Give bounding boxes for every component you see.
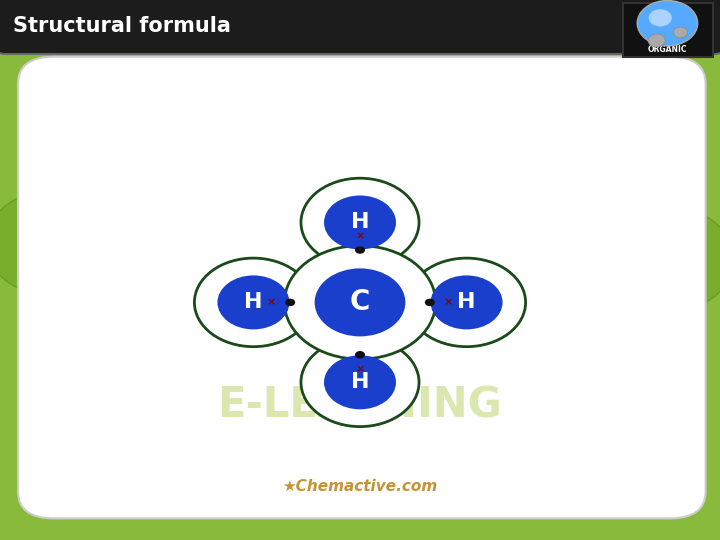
Circle shape [285,299,295,306]
Circle shape [0,189,130,297]
Circle shape [355,246,365,254]
Text: ★Chemactive.com: ★Chemactive.com [282,478,438,494]
FancyBboxPatch shape [623,3,713,57]
Text: ORGANIC: ORGANIC [648,45,687,54]
Text: ×: × [355,231,365,241]
Circle shape [648,34,665,47]
Circle shape [50,254,166,340]
Circle shape [324,355,396,409]
Circle shape [301,338,419,427]
Text: Is the structure that shows all the bonds in the
molecule .: Is the structure that shows all the bond… [29,84,506,128]
Text: H: H [244,292,263,313]
Circle shape [554,254,670,340]
Circle shape [425,299,435,306]
Circle shape [637,1,698,46]
Text: H: H [351,212,369,233]
Circle shape [315,268,405,336]
Circle shape [673,27,688,38]
Text: ×: × [355,364,365,374]
Circle shape [324,195,396,249]
Circle shape [355,351,365,359]
Text: H: H [351,372,369,393]
FancyBboxPatch shape [0,0,720,54]
Text: ×: × [266,298,276,307]
Text: Structural formula: Structural formula [13,16,231,36]
Text: E-LEARNING: E-LEARNING [217,384,503,426]
Circle shape [194,258,312,347]
FancyBboxPatch shape [18,57,706,518]
Circle shape [590,205,720,313]
Text: H: H [457,292,476,313]
Circle shape [408,258,526,347]
Circle shape [649,9,672,26]
Circle shape [217,275,289,329]
Text: C: C [350,288,370,316]
Circle shape [301,178,419,267]
Circle shape [431,275,503,329]
Text: ×: × [444,298,454,307]
Circle shape [284,246,436,359]
